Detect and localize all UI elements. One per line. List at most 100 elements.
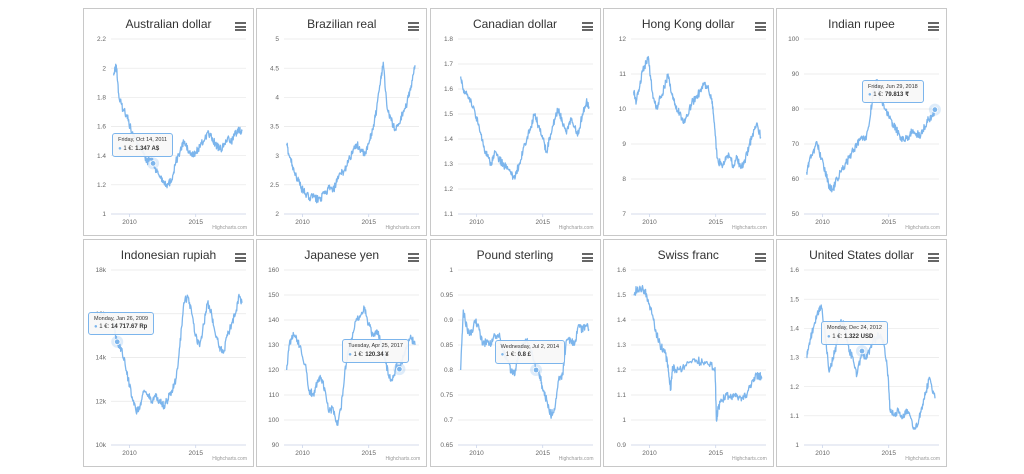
hamburger-menu-icon[interactable] (235, 22, 246, 31)
hover-point[interactable] (114, 338, 121, 346)
x-tick-label: 2015 (535, 219, 550, 226)
series-line[interactable] (459, 309, 589, 419)
chart-panel-pound-sterling: 1 0.95 0.9 0.85 0.8 0.75 0.7 0.65 2010 2015 Pound … (429, 239, 601, 467)
series-line[interactable] (806, 79, 936, 193)
credit-link[interactable]: Highcharts.com (558, 225, 594, 231)
credit-link[interactable]: Highcharts.com (385, 225, 421, 231)
y-tick-label: 50 (792, 211, 800, 218)
chart-title: Hong Kong dollar (641, 17, 735, 31)
x-tick-label: 2015 (188, 450, 203, 457)
series-bullet-icon: ● (94, 324, 100, 331)
chart-panel-brazilian-real: 5 4.5 4 3.5 3 2.5 2 2010 2015 Brazilian real Highc… (256, 8, 428, 236)
credit-link[interactable]: Highcharts.com (212, 456, 247, 462)
y-tick-label: 1.2 (790, 384, 799, 391)
hamburger-menu-icon[interactable] (408, 22, 420, 31)
hover-point[interactable] (149, 160, 157, 167)
tooltip: Monday, Jan 26, 2009 ● 1 €: 14 717.67 Rp (88, 311, 155, 336)
y-tick-label: 60 (792, 176, 800, 183)
series-line[interactable] (806, 304, 936, 430)
y-tick-label: 1.8 (443, 36, 452, 43)
hover-point[interactable] (532, 366, 539, 374)
y-tick-label: 0.95 (440, 292, 453, 299)
chart-title: Japanese yen (304, 248, 380, 262)
y-tick-label: 1.8 (97, 95, 106, 102)
hamburger-menu-icon[interactable] (581, 253, 593, 262)
hamburger-menu-icon[interactable] (928, 253, 939, 262)
credit-link[interactable]: Highcharts.com (212, 225, 247, 231)
x-tick-label: 2010 (815, 450, 830, 457)
y-tick-label: 1 (449, 267, 453, 274)
x-tick-label: 2010 (642, 219, 657, 226)
y-tick-label: 11 (619, 71, 626, 78)
series-line[interactable] (286, 61, 416, 204)
tooltip-date: Friday, Oct 14, 2011 (118, 137, 168, 144)
y-tick-label: 1 (795, 442, 799, 449)
hamburger-menu-icon[interactable] (754, 253, 766, 262)
y-tick-label: 90 (792, 71, 800, 78)
y-tick-label: 1.6 (443, 86, 452, 93)
hamburger-menu-icon[interactable] (235, 253, 246, 262)
credit-link[interactable]: Highcharts.com (905, 225, 940, 231)
hover-point[interactable] (396, 365, 403, 373)
chart-plot: 1.6 1.5 1.4 1.3 1.2 1.1 1 2010 2015 (790, 267, 939, 457)
series-line[interactable] (459, 76, 590, 180)
tooltip-label: 1 €: (873, 92, 885, 99)
x-tick-label: 2010 (296, 450, 311, 457)
credit-link[interactable]: Highcharts.com (732, 456, 767, 462)
y-tick-label: 1.4 (790, 326, 799, 333)
series-line[interactable] (113, 63, 243, 189)
y-tick-label: 18k (96, 267, 107, 274)
tooltip: Friday, Jun 29, 2018 ● 1 €: 79.813 ₹ (862, 79, 924, 104)
y-tick-label: 130 (268, 342, 279, 349)
credit-link[interactable]: Highcharts.com (905, 456, 940, 462)
chart-title: Brazilian real (307, 17, 377, 31)
y-tick-label: 0.7 (443, 417, 452, 424)
credit-link[interactable]: Highcharts.com (385, 456, 421, 462)
y-tick-label: 1.2 (97, 182, 106, 189)
hamburger-menu-icon[interactable] (408, 253, 420, 262)
y-tick-label: 1.1 (617, 392, 626, 399)
y-tick-label: 70 (792, 141, 800, 148)
y-tick-label: 7 (622, 211, 626, 218)
tooltip: Monday, Dec 24, 2012 ● 1 €: 1.322 USD (820, 321, 888, 345)
chart-panel-swiss-franc: 1.6 1.5 1.4 1.3 1.2 1.1 1 0.9 2010 2015 Swiss fran… (602, 239, 774, 467)
chart-panel-japanese-yen: 160 150 140 130 120 110 100 90 2010 2015 Japanese … (256, 239, 428, 467)
y-tick-label: 14k (96, 355, 107, 362)
series-line[interactable] (633, 285, 763, 422)
y-tick-label: 1.5 (617, 292, 626, 299)
tooltip-label: 1 €: (832, 333, 844, 340)
y-tick-label: 1.4 (443, 136, 452, 143)
chart-plot: 1.8 1.7 1.6 1.5 1.4 1.3 1.2 1.1 2010 2015 (443, 36, 593, 226)
y-tick-label: 10 (619, 106, 627, 113)
hamburger-menu-icon[interactable] (928, 22, 939, 31)
series-line[interactable] (632, 55, 762, 170)
x-tick-label: 2015 (535, 450, 550, 457)
y-tick-label: 110 (269, 392, 280, 399)
chart-panel-canadian-dollar: 1.8 1.7 1.6 1.5 1.4 1.3 1.2 1.1 2010 2015 Canadian… (429, 8, 601, 236)
y-tick-label: 2 (276, 211, 280, 218)
x-tick-label: 2010 (469, 450, 484, 457)
chart-title: Swiss franc (657, 248, 719, 262)
hamburger-menu-icon[interactable] (581, 22, 593, 31)
y-tick-label: 1.3 (790, 355, 799, 362)
y-tick-label: 0.8 (443, 367, 452, 374)
y-tick-label: 140 (268, 317, 279, 324)
x-tick-label: 2010 (122, 450, 137, 457)
series-line[interactable] (113, 293, 243, 415)
chart-panel-australian-dollar: 2.2 2 1.8 1.6 1.4 1.2 1 2010 2015 Australian doll… (83, 8, 254, 236)
chart-plot: 2.2 2 1.8 1.6 1.4 1.2 1 2010 2015 (97, 36, 246, 226)
y-tick-label: 10k (96, 442, 107, 449)
tooltip: Tuesday, Apr 25, 2017 ● 1 €: 120.34 ¥ (342, 339, 409, 363)
x-tick-label: 2015 (881, 450, 896, 457)
credit-link[interactable]: Highcharts.com (732, 225, 767, 231)
tooltip: Friday, Oct 14, 2011 ● 1 €: 1.347 A$ (112, 133, 174, 157)
hover-point[interactable] (858, 347, 866, 355)
series-bullet-icon: ● (118, 145, 124, 152)
hover-point[interactable] (931, 106, 939, 113)
tooltip-value: 1.347 A$ (135, 145, 160, 152)
y-tick-label: 2 (102, 65, 106, 72)
hamburger-menu-icon[interactable] (754, 22, 766, 31)
credit-link[interactable]: Highcharts.com (558, 456, 594, 462)
chart-title: Indian rupee (828, 17, 895, 31)
chart-panel-united-states-dollar: 1.6 1.5 1.4 1.3 1.2 1.1 1 2010 2015 United States… (776, 239, 947, 467)
